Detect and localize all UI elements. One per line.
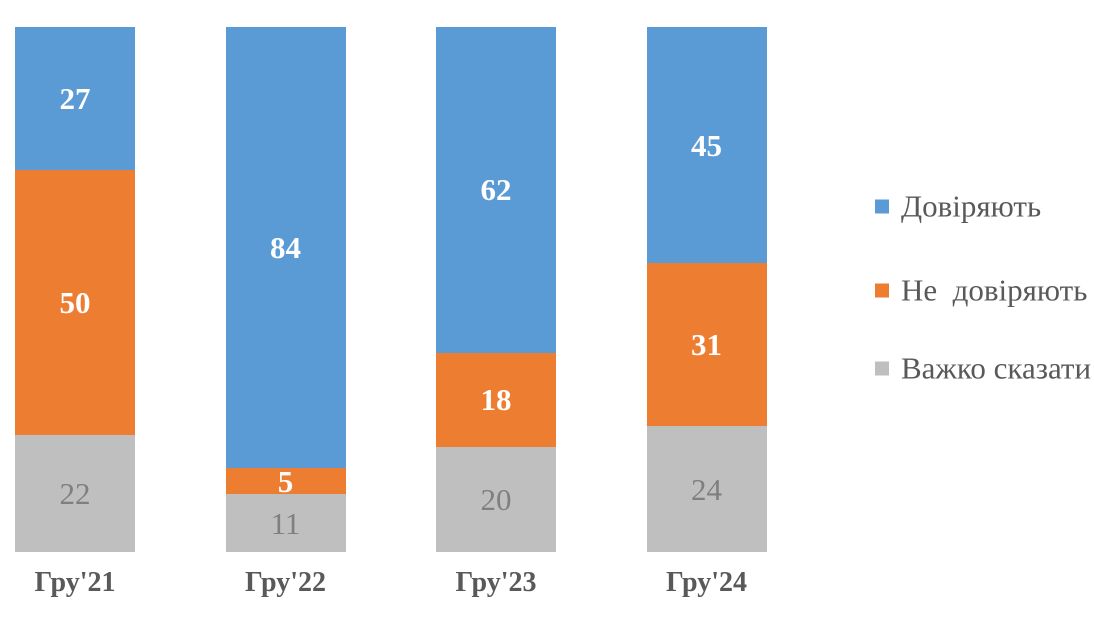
bar-segment: 50: [15, 170, 135, 436]
bar-value-label: 62: [480, 172, 512, 208]
legend-label-hard-to-say: Важко сказати: [901, 350, 1092, 386]
bar-segment: 5: [225, 463, 346, 499]
bar-value-label: 27: [59, 81, 91, 117]
bar-value-label: 11: [270, 505, 301, 541]
category-label: Гру'23: [455, 567, 537, 598]
bar-segment: 27: [15, 27, 135, 171]
bar-value-label: 84: [270, 230, 301, 265]
bar-segment: 22: [15, 435, 135, 552]
legend-swatch-blue-icon: [875, 199, 889, 213]
legend-item-no-trust: Не довіряють: [875, 275, 1087, 306]
category-label: Гру'24: [665, 567, 748, 598]
bar-column-4: 45 31 24: [646, 27, 767, 552]
legend-item-trust: Довіряють: [875, 191, 1041, 222]
bar-value-label: 50: [59, 285, 91, 321]
bar-segment: 62: [436, 27, 556, 353]
bar-segment: 18: [436, 352, 556, 447]
bar-segment: 20: [436, 447, 556, 552]
bar-segment: 45: [646, 27, 767, 264]
bar-segment: 31: [646, 263, 767, 426]
bar-value-label: 5: [277, 463, 294, 499]
bar-value-label: 24: [691, 471, 722, 507]
bar-column-2: 84 5 11: [225, 27, 346, 552]
legend: Довіряють Не довіряють Важко сказати: [875, 0, 1094, 635]
bar-value-label: 18: [480, 382, 512, 418]
category-label: Гру'22: [244, 567, 327, 598]
legend-label-trust: Довіряють: [901, 188, 1042, 224]
category-label: Гру'21: [34, 567, 116, 598]
bar-value-label: 22: [59, 476, 91, 512]
bar-column-3: 62 18 20: [436, 27, 556, 552]
bar-segment: 11: [225, 494, 346, 552]
bar-value-label: 45: [691, 127, 722, 163]
legend-label-no-trust: Не довіряють: [901, 272, 1088, 308]
bar-segment: 84: [225, 27, 346, 468]
legend-item-hard-to-say: Важко сказати: [875, 353, 1091, 384]
bar-segment: 24: [646, 426, 767, 552]
legend-swatch-gray-icon: [875, 361, 889, 375]
bar-value-label: 31: [691, 327, 722, 363]
bar-value-label: 20: [480, 482, 512, 517]
bar-column-1: 27 50 22: [15, 27, 135, 552]
legend-swatch-orange-icon: [875, 283, 889, 297]
